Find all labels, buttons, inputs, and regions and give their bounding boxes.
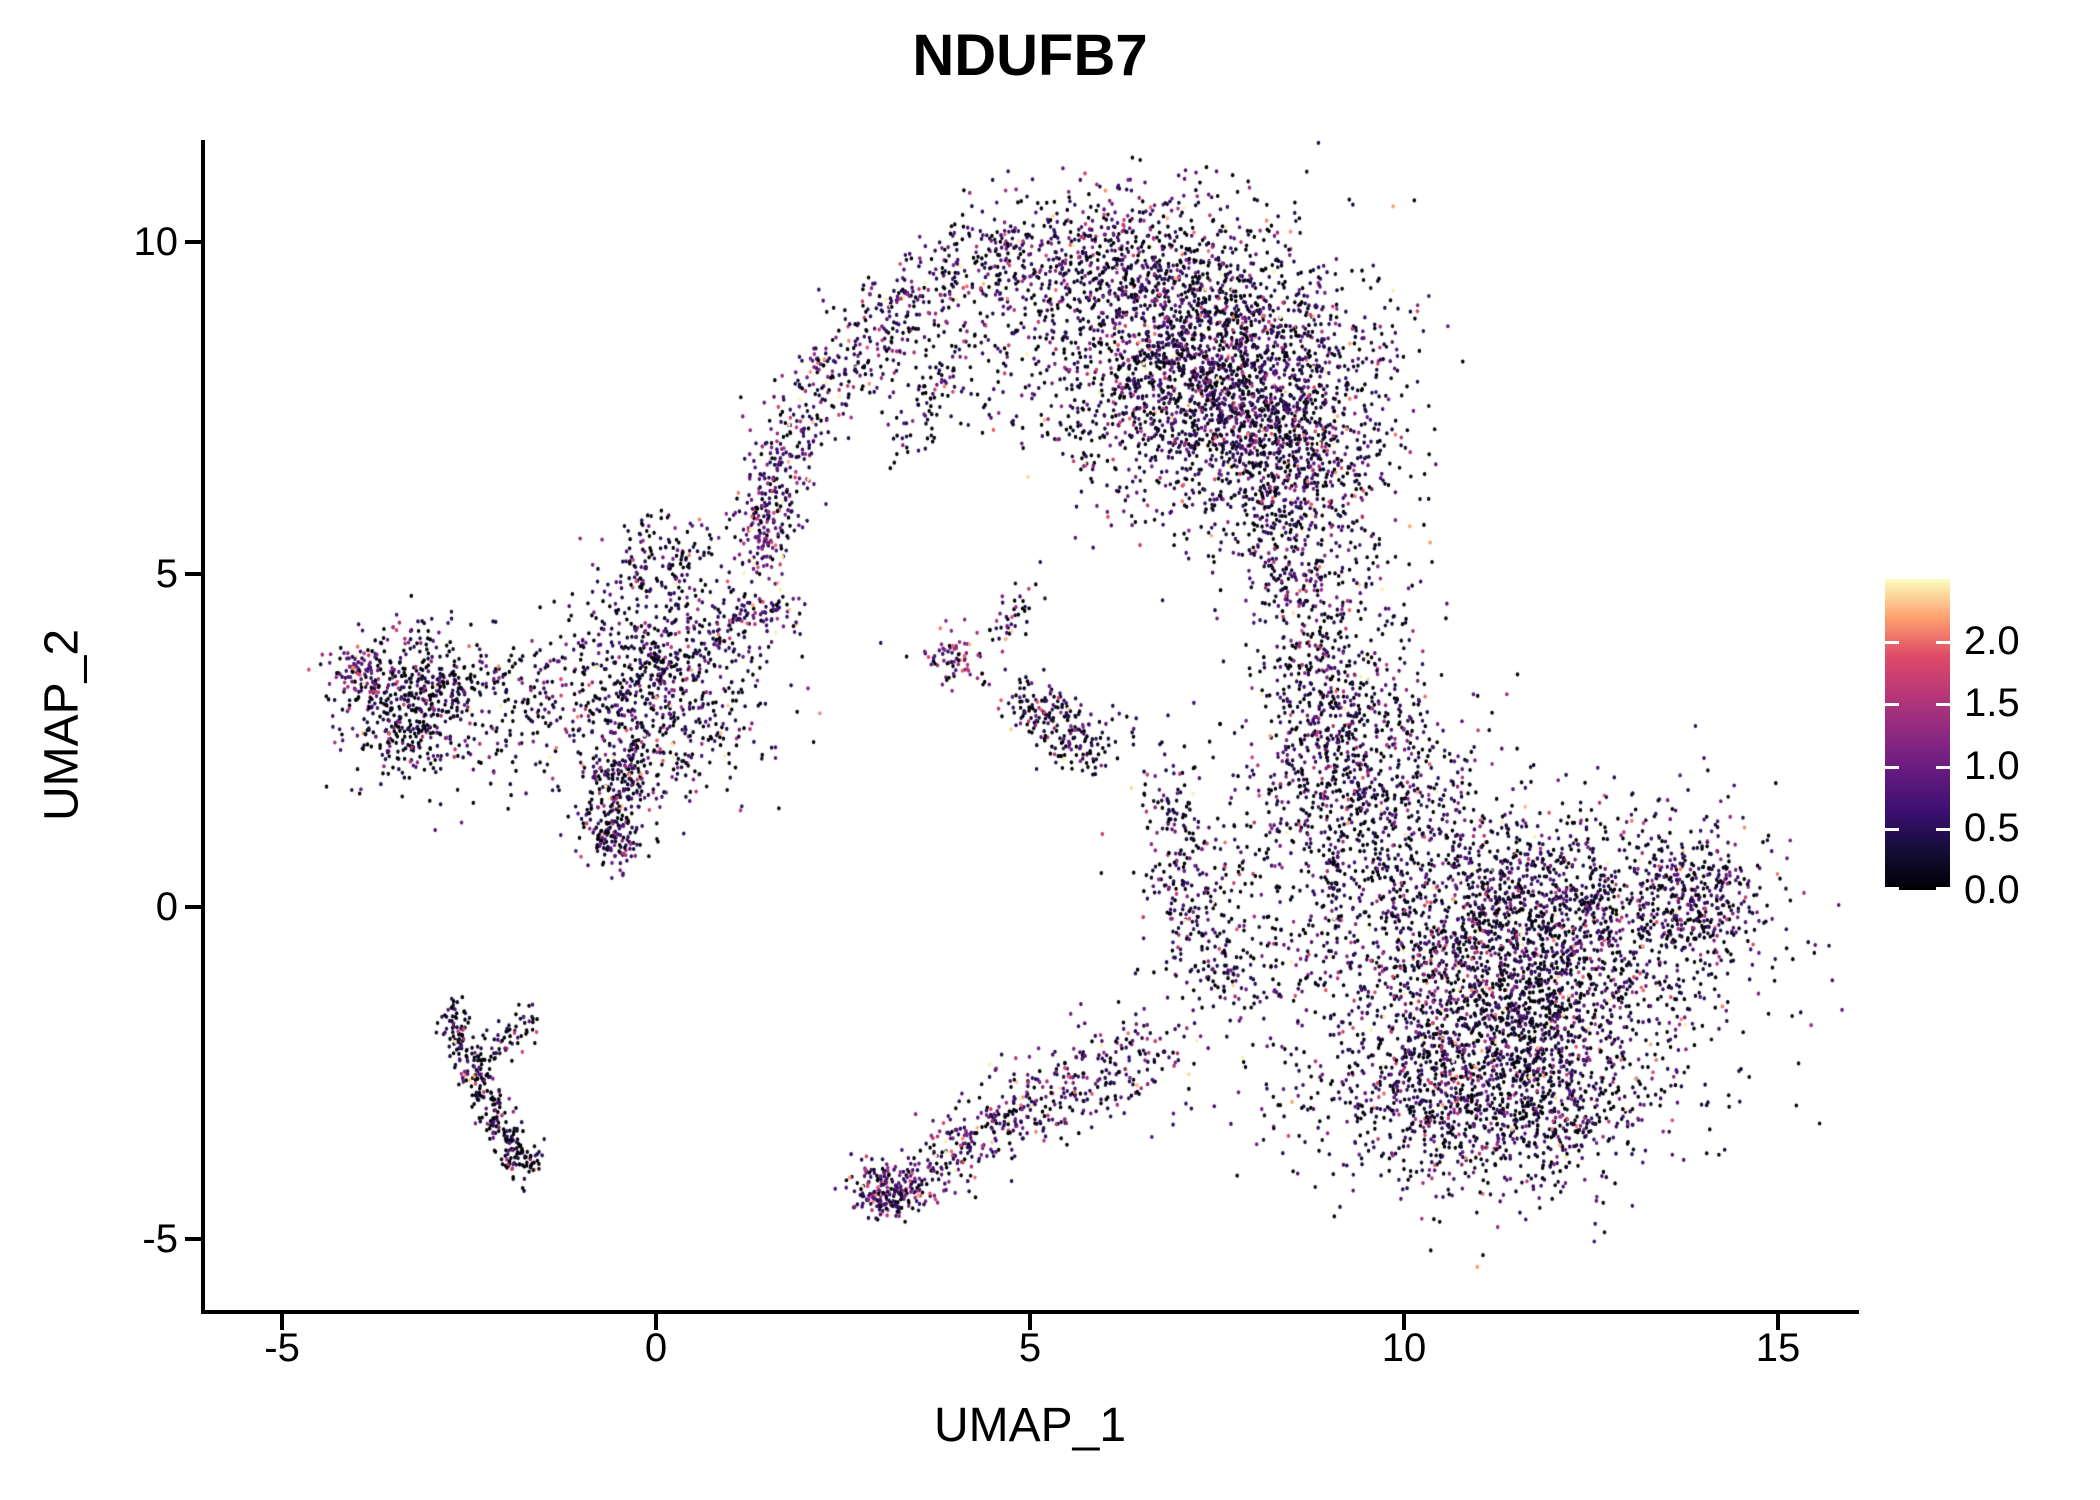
page-title: NDUFB7 (912, 23, 1148, 88)
scatter-points-canvas (205, 140, 1855, 1310)
colorbar-tick-mark (1885, 827, 1899, 831)
y-axis-line (201, 140, 205, 1314)
x-tick-label: 15 (1755, 1326, 1801, 1370)
colorbar-tick-mark (1936, 765, 1950, 769)
x-tick-label: 5 (1018, 1326, 1042, 1370)
y-axis-title: UMAP_2 (35, 628, 89, 822)
y-tick-label: 5 (155, 552, 178, 597)
colorbar-tick-mark (1936, 641, 1950, 645)
y-tick-mark (185, 572, 201, 577)
colorbar-tick-mark (1885, 641, 1899, 645)
colorbar-tick-mark (1885, 703, 1899, 707)
x-tick-label: 0 (644, 1326, 668, 1370)
x-tick-mark (654, 1314, 659, 1330)
x-axis-title: UMAP_1 (933, 1399, 1127, 1452)
x-axis-line (201, 1310, 1859, 1314)
colorbar-tick-mark (1936, 887, 1950, 890)
colorbar-tick-mark (1885, 765, 1899, 769)
colorbar-tick-label: 0.0 (1964, 868, 2020, 912)
x-tick-label: -5 (264, 1326, 300, 1370)
colorbar-tick-mark (1936, 703, 1950, 707)
colorbar-gradient (1885, 579, 1950, 890)
colorbar-tick-label: 0.5 (1964, 805, 2020, 850)
colorbar-tick-label: 1.5 (1964, 681, 2020, 726)
x-tick-mark (280, 1314, 285, 1330)
colorbar-tick-mark (1885, 887, 1899, 890)
y-tick-mark (185, 239, 201, 244)
x-tick-label: 10 (1381, 1326, 1427, 1370)
y-tick-label: -5 (142, 1217, 178, 1262)
y-tick-mark (185, 1237, 201, 1242)
colorbar-tick-label: 2.0 (1964, 619, 2020, 664)
x-tick-mark (1775, 1314, 1780, 1330)
y-tick-mark (185, 904, 201, 909)
colorbar-tick-label: 1.0 (1964, 743, 2020, 788)
colorbar-tick-mark (1936, 827, 1950, 831)
x-tick-mark (1401, 1314, 1406, 1330)
y-tick-label: 0 (155, 884, 178, 929)
y-tick-label: 10 (133, 219, 179, 264)
x-tick-mark (1028, 1314, 1032, 1330)
